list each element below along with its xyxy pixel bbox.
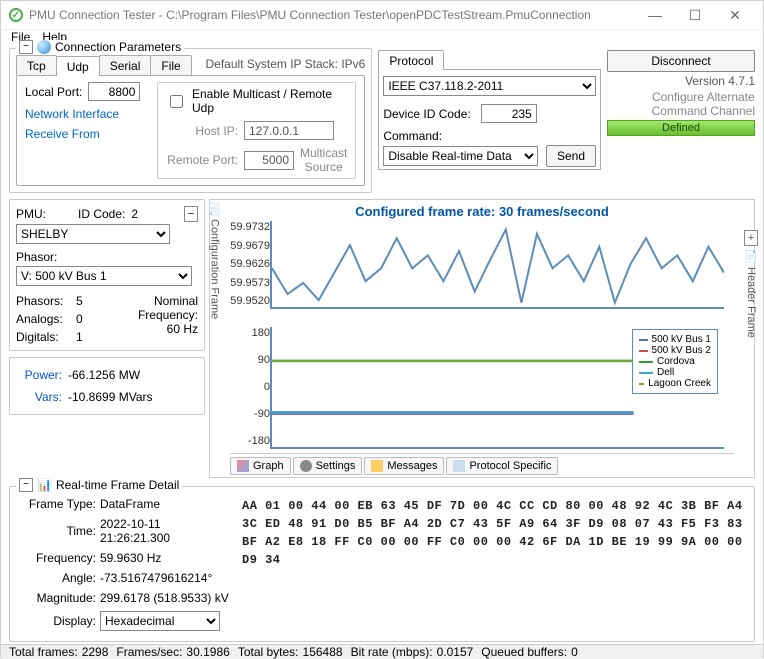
angle-label: Angle: <box>20 571 96 585</box>
frequency-label: Frequency: <box>20 551 96 565</box>
multicast-source-label: Multicast Source <box>300 146 347 174</box>
tab-file[interactable]: File <box>150 55 191 75</box>
total-bytes-label: Total bytes: <box>238 645 299 659</box>
nominal-freq-label: Nominal Frequency:60 Hz <box>98 294 198 344</box>
idcode-label: ID Code: <box>78 207 125 221</box>
enable-multicast-label: Enable Multicast / Remote Udp <box>192 87 347 115</box>
titlebar: ✓ PMU Connection Tester - C:\Program Fil… <box>1 1 763 30</box>
phasor-label: Phasor: <box>16 250 198 264</box>
local-port-input[interactable] <box>88 82 140 101</box>
realtime-legend: Real-time Frame Detail <box>56 478 179 492</box>
frequency-value: 59.9630 Hz <box>100 551 230 565</box>
device-id-input[interactable] <box>481 104 537 123</box>
conn-legend: Connection Parameters <box>55 40 181 54</box>
pmu-select[interactable]: SHELBY <box>16 224 170 244</box>
magnitude-label: Magnitude: <box>20 591 96 605</box>
host-ip-input <box>244 121 334 140</box>
configure-command-channel-link[interactable]: Configure Alternate Command Channel <box>652 90 755 118</box>
maximize-button[interactable]: ☐ <box>675 1 715 29</box>
display-select[interactable]: Hexadecimal <box>100 611 220 631</box>
remote-port-label: Remote Port: <box>166 153 238 167</box>
bit-rate-value: 0.0157 <box>437 645 474 659</box>
phasors-value: 5 <box>76 294 98 308</box>
tab-tcp[interactable]: Tcp <box>16 55 57 75</box>
total-bytes-value: 156488 <box>303 645 343 659</box>
phasor-select[interactable]: V: 500 kV Bus 1 <box>16 266 192 286</box>
device-id-label: Device ID Code: <box>383 107 470 121</box>
app-icon: ✓ <box>9 8 23 22</box>
tab-serial[interactable]: Serial <box>99 55 152 75</box>
defined-status: Defined <box>607 120 755 136</box>
bottom-tab-messages[interactable]: Messages <box>364 457 444 475</box>
protocol-panel: Protocol IEEE C37.118.2-2011 Device ID C… <box>378 48 601 170</box>
ip-stack-label: Default System IP Stack: IPv6 <box>206 57 366 71</box>
version-label: Version 4.7.1 <box>685 74 755 88</box>
vars-value: -10.8699 MVars <box>68 390 153 404</box>
frames-sec-value: 30.1986 <box>186 645 229 659</box>
frequency-chart: 59.973259.967959.962659.957359.9520 <box>270 221 724 309</box>
total-frames-value: 2298 <box>82 645 109 659</box>
network-interface-link[interactable]: Network Interface <box>25 107 145 121</box>
connection-parameters-group: − Connection Parameters Tcp Udp Serial F… <box>9 48 372 193</box>
command-label: Command: <box>383 129 596 143</box>
minimize-button[interactable]: — <box>635 1 675 29</box>
chart-panel: 📄 Configuration Frame + 📄 Header Frame C… <box>209 199 755 478</box>
disconnect-button[interactable]: Disconnect <box>607 50 755 72</box>
frame-type-value: DataFrame <box>100 497 230 511</box>
angle-value: -73.5167479616214° <box>100 571 230 585</box>
remote-port-input <box>244 151 294 170</box>
host-ip-label: Host IP: <box>166 124 238 138</box>
power-label: Power: <box>18 368 62 382</box>
phase-chart: 180900-90-180 500 kV Bus 1500 kV Bus 2Co… <box>270 327 724 449</box>
magnitude-value: 299.6178 (518.9533) kV <box>100 591 230 605</box>
send-button[interactable]: Send <box>546 145 596 167</box>
window-title: PMU Connection Tester - C:\Program Files… <box>29 8 635 22</box>
collapse-pmu-button[interactable]: − <box>184 206 198 222</box>
close-button[interactable]: ✕ <box>715 1 755 29</box>
total-frames-label: Total frames: <box>9 645 78 659</box>
header-frame-expand[interactable]: + <box>744 230 758 246</box>
bottom-tab-protocol[interactable]: Protocol Specific <box>446 457 558 475</box>
local-port-label: Local Port: <box>25 85 82 99</box>
bottom-tab-graph[interactable]: Graph <box>230 457 291 475</box>
pmu-label: PMU: <box>16 207 46 221</box>
vars-label: Vars: <box>18 390 62 404</box>
time-value: 2022-10-11 21:26:21.300 <box>100 517 230 545</box>
time-label: Time: <box>20 524 96 538</box>
chart-legend: 500 kV Bus 1500 kV Bus 2CordovaDellLagoo… <box>632 329 718 394</box>
bit-rate-label: Bit rate (mbps): <box>351 645 433 659</box>
idcode-value: 2 <box>131 207 138 221</box>
digitals-label: Digitals: <box>16 330 76 344</box>
queued-value: 0 <box>571 645 578 659</box>
chart-title: Configured frame rate: 30 frames/second <box>230 204 734 219</box>
hex-dump: AA 01 00 44 00 EB 63 45 DF 7D 00 4C CC C… <box>242 497 743 631</box>
frame-type-label: Frame Type: <box>20 497 96 511</box>
phasors-label: Phasors: <box>16 294 76 308</box>
receive-from-link[interactable]: Receive From <box>25 127 145 141</box>
bottom-tab-settings[interactable]: Settings <box>293 457 363 475</box>
protocol-select[interactable]: IEEE C37.118.2-2011 <box>383 76 596 96</box>
header-frame-sidetab[interactable]: Header Frame <box>745 267 757 338</box>
analogs-label: Analogs: <box>16 312 76 326</box>
enable-multicast-checkbox[interactable] <box>170 95 183 108</box>
queued-label: Queued buffers: <box>481 645 567 659</box>
collapse-conn-button[interactable]: − <box>19 40 33 54</box>
analogs-value: 0 <box>76 312 98 326</box>
tab-protocol[interactable]: Protocol <box>378 50 444 70</box>
globe-icon <box>37 40 51 54</box>
frames-sec-label: Frames/sec: <box>116 645 182 659</box>
display-label: Display: <box>20 614 96 628</box>
command-select[interactable]: Disable Real-time Data <box>383 146 538 166</box>
power-value: -66.1256 MW <box>68 368 140 382</box>
config-frame-sidetab[interactable]: Configuration Frame <box>209 219 221 319</box>
tab-udp[interactable]: Udp <box>56 56 100 76</box>
collapse-realtime-button[interactable]: − <box>19 478 33 492</box>
digitals-value: 1 <box>76 330 98 344</box>
statusbar: Total frames: 2298 Frames/sec: 30.1986 T… <box>1 644 763 659</box>
